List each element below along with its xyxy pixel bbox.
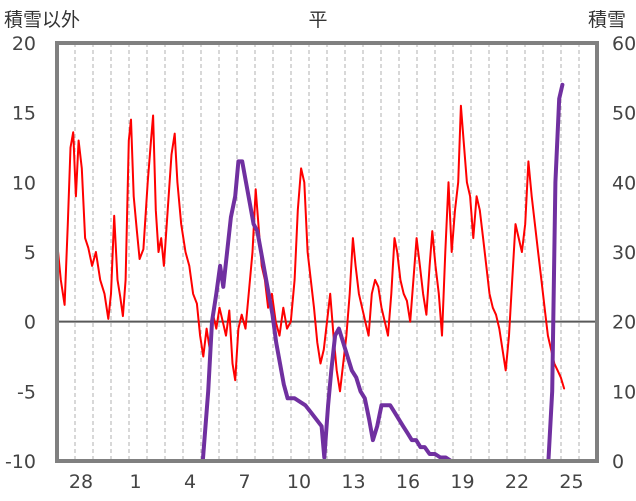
x-tick-label: 19	[450, 471, 474, 493]
chart-title: 平	[308, 9, 327, 31]
left-tick-label: 20	[12, 33, 36, 55]
x-tick-label: 10	[287, 471, 311, 493]
x-tick-label: 13	[341, 471, 365, 493]
left-tick-label: 15	[12, 103, 36, 125]
snow-depth-line	[55, 82, 565, 463]
non-snow-line	[56, 104, 566, 393]
series-layer	[55, 82, 566, 463]
right-axis-label: 積雪	[588, 9, 626, 31]
left-tick-label: 10	[12, 172, 36, 194]
left-tick-label: 0	[24, 312, 36, 334]
x-tick-label: 4	[184, 471, 196, 493]
left-tick-label: 5	[24, 242, 36, 264]
left-tick-label: -10	[5, 451, 36, 473]
plot-frame	[55, 41, 599, 463]
x-tick-label: 28	[69, 471, 93, 493]
right-tick-label: 10	[612, 381, 636, 403]
x-tick-label: 1	[129, 471, 141, 493]
right-axis-ticks: 60 50 40 30 20 10 0	[612, 33, 636, 473]
right-tick-label: 30	[612, 242, 636, 264]
right-tick-label: 20	[612, 312, 636, 334]
x-tick-label: 7	[238, 471, 250, 493]
x-axis-ticks: 28 1 4 7 10 13 16 19 22 25	[69, 471, 584, 493]
x-tick-label: 25	[559, 471, 583, 493]
left-tick-label: -5	[17, 381, 36, 403]
right-tick-label: 40	[612, 172, 636, 194]
right-tick-label: 0	[612, 451, 624, 473]
right-tick-label: 50	[612, 103, 636, 125]
x-tick-label: 22	[505, 471, 529, 493]
right-tick-label: 60	[612, 33, 636, 55]
left-axis-label: 積雪以外	[4, 9, 80, 31]
x-tick-label: 16	[396, 471, 420, 493]
left-axis-ticks: 20 15 10 5 0 -5 -10	[5, 33, 36, 473]
